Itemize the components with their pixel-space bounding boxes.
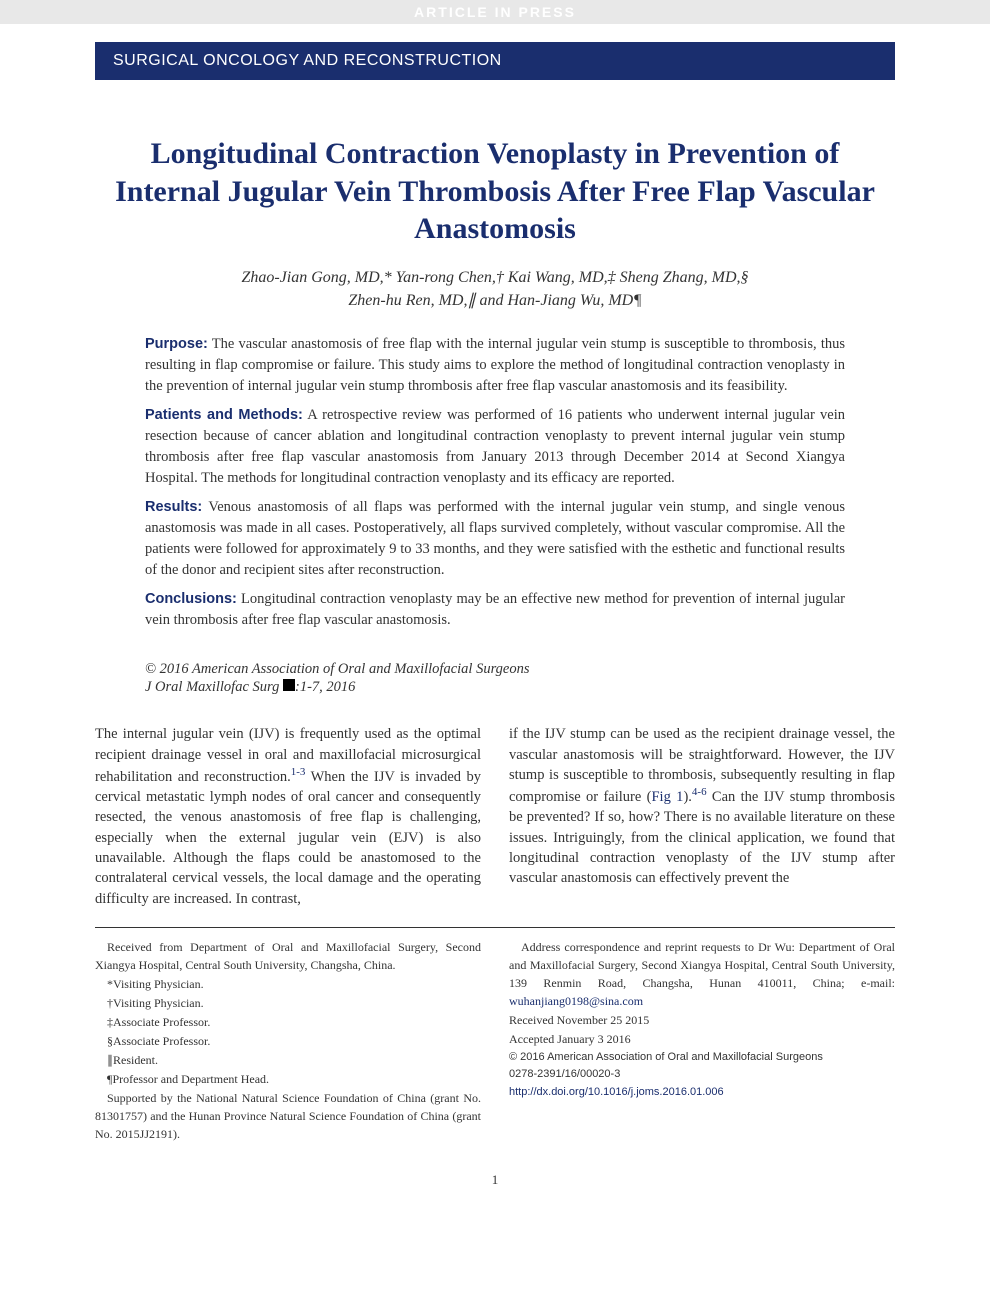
footnote-affiliation: ‡Associate Professor. (95, 1013, 481, 1031)
body-column-right: if the IJV stump can be used as the reci… (509, 724, 895, 909)
body-column-left: The internal jugular vein (IJV) is frequ… (95, 724, 481, 909)
authors-line-1: Zhao-Jian Gong, MD,* Yan-rong Chen,† Kai… (95, 266, 895, 289)
footnote-affiliation: §Associate Professor. (95, 1032, 481, 1050)
copyright-line: © 2016 American Association of Oral and … (95, 659, 895, 679)
abstract-label-results: Results: (145, 499, 202, 515)
footnote-affiliation: †Visiting Physician. (95, 994, 481, 1012)
authors-line-2: Zhen-hu Ren, MD,∥ and Han-Jiang Wu, MD¶ (95, 289, 895, 312)
footnotes: Received from Department of Oral and Max… (95, 927, 895, 1144)
abstract-label-methods: Patients and Methods: (145, 407, 303, 423)
footnote-affiliation: ∥Resident. (95, 1051, 481, 1069)
article-status-banner: ARTICLE IN PRESS (0, 0, 990, 24)
footnote-funding: Supported by the National Natural Scienc… (95, 1089, 481, 1143)
footnotes-right: Address correspondence and reprint reque… (509, 938, 895, 1144)
email-link[interactable]: wuhanjiang0198@sina.com (509, 994, 643, 1008)
footnote-affiliation: *Visiting Physician. (95, 975, 481, 993)
doi-link[interactable]: http://dx.doi.org/10.1016/j.joms.2016.01… (509, 1084, 895, 1101)
content-area: Longitudinal Contraction Venoplasty in P… (0, 135, 990, 1206)
footnote-issn: 0278-2391/16/00020-3 (509, 1066, 895, 1083)
article-title: Longitudinal Contraction Venoplasty in P… (95, 135, 895, 248)
figure-link[interactable]: Fig 1 (651, 789, 683, 805)
footnote-correspondence: Address correspondence and reprint reque… (509, 938, 895, 1010)
footnote-copyright: © 2016 American Association of Oral and … (509, 1049, 895, 1066)
reference-link[interactable]: 4-6 (692, 786, 707, 798)
abstract-purpose: Purpose: The vascular anastomosis of fre… (145, 334, 845, 397)
body-columns: The internal jugular vein (IJV) is frequ… (95, 724, 895, 909)
abstract-text-conclusions: Longitudinal contraction venoplasty may … (145, 591, 845, 628)
journal-citation: J Oral Maxillofac Surg :1-7, 2016 (95, 679, 895, 696)
footnote-received-from: Received from Department of Oral and Max… (95, 938, 481, 974)
section-header: SURGICAL ONCOLOGY AND RECONSTRUCTION (95, 42, 895, 80)
footnote-affiliation: ¶Professor and Department Head. (95, 1070, 481, 1088)
page: ARTICLE IN PRESS SURGICAL ONCOLOGY AND R… (0, 0, 990, 1206)
abstract: Purpose: The vascular anastomosis of fre… (95, 334, 895, 631)
abstract-methods: Patients and Methods: A retrospective re… (145, 405, 845, 489)
abstract-results: Results: Venous anastomosis of all flaps… (145, 497, 845, 581)
blackbox-icon (283, 679, 295, 691)
footnote-accepted-date: Accepted January 3 2016 (509, 1030, 895, 1048)
page-number: 1 (95, 1172, 895, 1206)
abstract-label-purpose: Purpose: (145, 336, 208, 352)
reference-link[interactable]: 1-3 (291, 766, 306, 778)
abstract-conclusions: Conclusions: Longitudinal contraction ve… (145, 589, 845, 631)
authors-block: Zhao-Jian Gong, MD,* Yan-rong Chen,† Kai… (95, 266, 895, 312)
abstract-label-conclusions: Conclusions: (145, 591, 237, 607)
abstract-text-purpose: The vascular anastomosis of free flap wi… (145, 336, 845, 394)
footnote-received-date: Received November 25 2015 (509, 1011, 895, 1029)
abstract-text-results: Venous anastomosis of all flaps was perf… (145, 499, 845, 578)
footnotes-left: Received from Department of Oral and Max… (95, 938, 481, 1144)
